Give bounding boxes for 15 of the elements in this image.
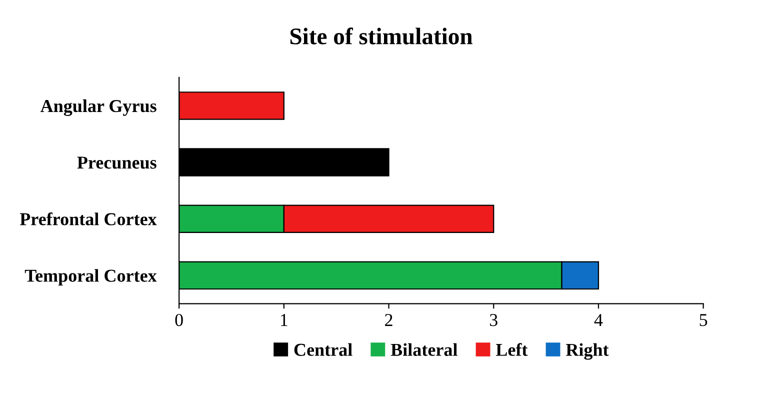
legend-label: Left xyxy=(496,343,528,356)
legend-label: Central xyxy=(294,343,352,356)
x-tick-label: 0 xyxy=(175,314,183,326)
legend-label: Right xyxy=(566,343,609,360)
x-tick-label: 4 xyxy=(594,314,603,326)
x-tick-label: 5 xyxy=(700,314,708,326)
y-tick-label: Precuneus xyxy=(77,156,156,169)
x-tick-label: 2 xyxy=(385,314,392,326)
y-tick-label: Angular Gyrus xyxy=(40,99,156,116)
x-tick-label: 3 xyxy=(490,314,498,326)
y-tick-label: Temporal Cortex xyxy=(24,269,157,286)
chart-title: Site of stimulation xyxy=(290,28,472,44)
y-tick-label: Prefrontal Cortex xyxy=(20,212,157,226)
x-tick-label: 1 xyxy=(280,314,288,326)
legend-label: Bilateral xyxy=(390,343,458,356)
